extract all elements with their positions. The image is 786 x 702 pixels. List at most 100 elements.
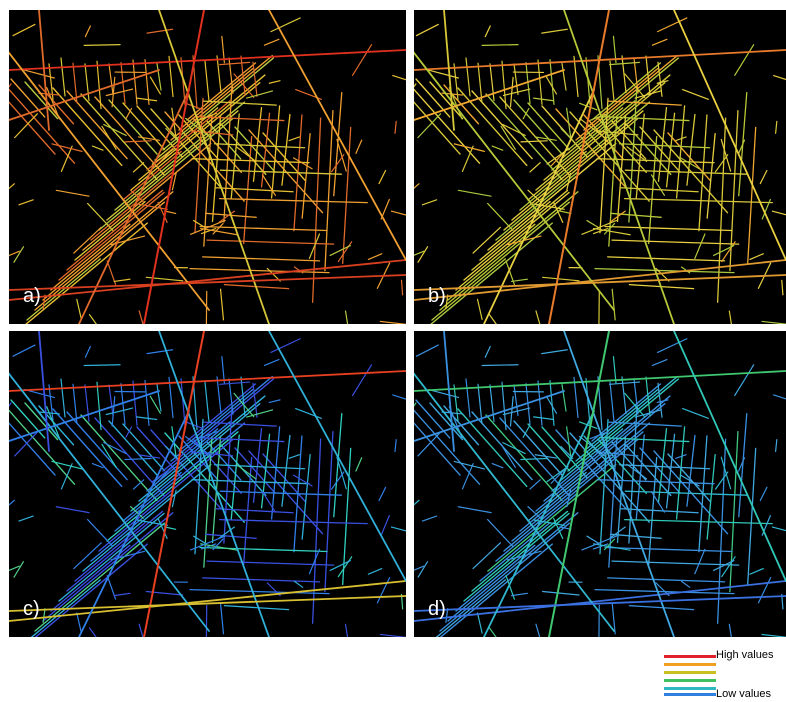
arterial-road [9,51,210,311]
street-segment [30,579,102,637]
arterial-road [414,259,786,301]
street-segment [583,435,624,481]
street-segment [108,63,114,96]
street-segment [417,246,429,263]
street-segment [534,136,557,141]
street-segment [14,113,38,139]
arterial-road [443,10,455,131]
street-segment [218,526,236,539]
street-segment [189,267,330,274]
arterial-road [78,89,190,324]
street-segment [414,409,481,485]
street-segment [694,548,706,575]
street-network-d [414,331,786,637]
street-segment [38,92,61,96]
street-segment [230,434,240,521]
street-segment [633,57,639,94]
street-segment [457,506,492,514]
street-segment [488,313,497,324]
street-segment [608,115,618,247]
arterial-road [563,331,675,637]
street-segment [60,57,66,97]
street-segment [220,123,267,176]
street-segment [682,407,709,419]
street-segment [281,113,291,186]
street-segment [301,132,311,219]
street-segment [105,407,134,416]
street-segment [611,239,740,245]
street-segment [583,67,659,131]
street-segment [72,383,78,425]
street-segment [513,99,563,155]
street-segment [522,426,530,438]
street-segment [734,364,755,397]
street-segment [130,506,144,519]
street-segment [132,59,138,105]
arterial-road [9,274,406,291]
street-segment [657,382,663,418]
street-segment [513,384,519,417]
legend-swatch-4 [664,679,716,682]
street-segment [509,76,514,108]
street-segment [414,402,417,407]
street-segment [14,431,38,457]
street-segment [9,83,12,88]
street-segment [414,250,425,256]
street-segment [351,364,373,397]
street-segment [261,491,276,513]
street-segment [621,55,627,94]
street-segment [651,38,668,46]
street-segment [445,608,449,623]
street-segment [270,338,301,354]
street-segment [545,76,558,95]
street-segment [84,25,91,38]
street-segment [293,266,304,274]
street-segment [218,197,368,204]
arterial-road [414,580,786,622]
street-segment [189,219,226,235]
street-segment [747,447,757,586]
street-segment [476,298,483,320]
street-segment [537,59,543,105]
street-segment [628,605,695,611]
street-segment [171,489,177,508]
map-panel-d: d) [414,331,786,637]
street-segment [510,592,528,597]
street-segment [34,201,166,311]
arterial-road [268,331,406,582]
street-segment [213,464,306,470]
street-segment [471,90,533,160]
street-segment [491,463,504,469]
street-segment [427,69,459,79]
street-segment [331,154,345,173]
street-segment [545,395,558,414]
street-segment [487,518,514,548]
street-segment [223,407,233,544]
street-segment [150,108,222,189]
street-segment [72,62,78,104]
street-segment [537,380,543,426]
street-segment [533,97,555,102]
street-segment [215,508,294,514]
street-segment [502,442,526,455]
street-segment [645,376,651,417]
street-segment [199,546,328,553]
street-segment [609,210,626,223]
street-segment [178,114,219,160]
street-segment [569,432,650,523]
street-segment [136,97,158,102]
street-segment [263,38,280,46]
street-segment [472,542,502,570]
street-segment [96,381,102,431]
street-segment [625,444,672,497]
street-segment [90,171,173,241]
street-segment [219,381,251,385]
arterial-road [9,595,406,612]
street-segment [301,453,311,540]
street-segment [146,349,174,355]
street-segment [471,189,569,271]
street-segment [378,169,387,185]
street-segment [234,447,276,494]
street-segment [598,436,690,443]
street-segment [9,565,20,572]
